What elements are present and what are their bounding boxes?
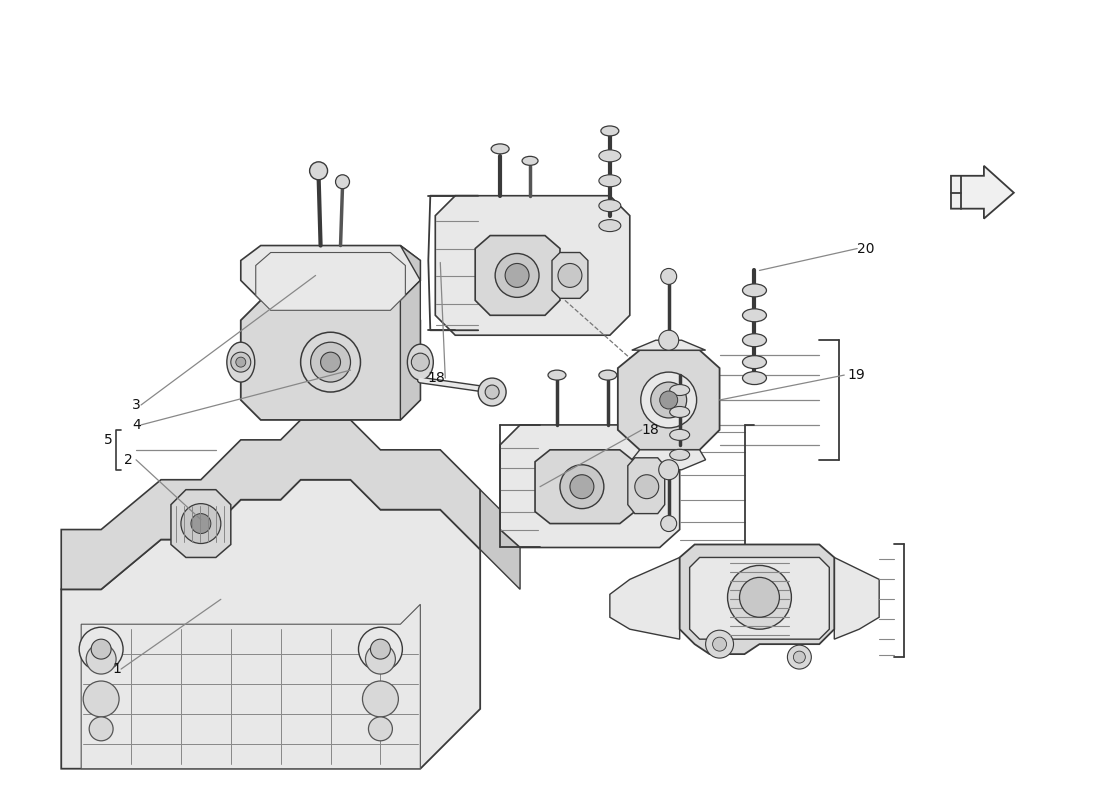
- Circle shape: [368, 717, 393, 741]
- Circle shape: [558, 263, 582, 287]
- Circle shape: [659, 460, 679, 480]
- Polygon shape: [631, 340, 705, 350]
- Text: 19: 19: [847, 368, 865, 382]
- Polygon shape: [170, 490, 231, 558]
- Circle shape: [739, 578, 780, 618]
- Circle shape: [89, 717, 113, 741]
- Circle shape: [485, 385, 499, 399]
- Circle shape: [84, 681, 119, 717]
- Circle shape: [300, 332, 361, 392]
- Circle shape: [235, 357, 245, 367]
- Circle shape: [713, 637, 727, 651]
- Polygon shape: [618, 350, 719, 450]
- Polygon shape: [680, 545, 834, 654]
- Circle shape: [570, 474, 594, 498]
- Polygon shape: [690, 558, 829, 639]
- Circle shape: [661, 269, 676, 285]
- Polygon shape: [241, 300, 420, 420]
- Polygon shape: [241, 246, 420, 300]
- Ellipse shape: [598, 200, 620, 212]
- Circle shape: [635, 474, 659, 498]
- Circle shape: [560, 465, 604, 509]
- Circle shape: [793, 651, 805, 663]
- Polygon shape: [500, 425, 680, 547]
- Circle shape: [651, 382, 686, 418]
- Circle shape: [79, 627, 123, 671]
- Circle shape: [505, 263, 529, 287]
- Ellipse shape: [670, 430, 690, 440]
- Circle shape: [336, 174, 350, 189]
- Circle shape: [310, 342, 351, 382]
- Circle shape: [180, 504, 221, 543]
- Polygon shape: [81, 604, 420, 769]
- Circle shape: [371, 639, 390, 659]
- Ellipse shape: [670, 450, 690, 460]
- Text: 2: 2: [124, 453, 133, 466]
- Circle shape: [495, 254, 539, 298]
- Circle shape: [191, 514, 211, 534]
- Ellipse shape: [601, 126, 619, 136]
- Circle shape: [91, 639, 111, 659]
- Circle shape: [231, 352, 251, 372]
- Circle shape: [320, 352, 341, 372]
- Circle shape: [86, 644, 117, 674]
- Polygon shape: [475, 235, 560, 315]
- Polygon shape: [255, 253, 406, 310]
- Ellipse shape: [742, 284, 767, 297]
- Text: 18: 18: [641, 423, 660, 437]
- Ellipse shape: [742, 309, 767, 322]
- Polygon shape: [481, 490, 520, 590]
- Polygon shape: [62, 480, 481, 769]
- Polygon shape: [631, 450, 705, 470]
- Circle shape: [478, 378, 506, 406]
- Polygon shape: [436, 196, 630, 335]
- Ellipse shape: [598, 220, 620, 231]
- Text: 20: 20: [857, 242, 874, 255]
- Polygon shape: [952, 166, 1014, 218]
- Text: 3: 3: [132, 398, 141, 412]
- Polygon shape: [834, 558, 879, 639]
- Circle shape: [359, 627, 403, 671]
- Polygon shape: [62, 420, 481, 590]
- Ellipse shape: [598, 174, 620, 186]
- Ellipse shape: [742, 356, 767, 369]
- Ellipse shape: [670, 385, 690, 395]
- Circle shape: [788, 645, 812, 669]
- Ellipse shape: [742, 371, 767, 385]
- Ellipse shape: [548, 370, 566, 380]
- Polygon shape: [552, 253, 587, 298]
- Ellipse shape: [742, 334, 767, 346]
- Text: 1: 1: [112, 662, 121, 676]
- Circle shape: [641, 372, 696, 428]
- Ellipse shape: [227, 342, 255, 382]
- Circle shape: [659, 330, 679, 350]
- Ellipse shape: [670, 406, 690, 418]
- Circle shape: [363, 681, 398, 717]
- Circle shape: [727, 566, 791, 630]
- Circle shape: [411, 353, 429, 371]
- Ellipse shape: [407, 344, 433, 380]
- Polygon shape: [609, 558, 680, 639]
- Ellipse shape: [491, 144, 509, 154]
- Circle shape: [705, 630, 734, 658]
- Polygon shape: [628, 458, 664, 514]
- Text: 5: 5: [104, 433, 113, 447]
- Ellipse shape: [522, 156, 538, 166]
- Polygon shape: [400, 246, 420, 420]
- Polygon shape: [535, 450, 635, 523]
- Text: 18: 18: [428, 371, 446, 385]
- Circle shape: [661, 515, 676, 531]
- Circle shape: [309, 162, 328, 180]
- Circle shape: [365, 644, 395, 674]
- Ellipse shape: [598, 370, 617, 380]
- Text: 4: 4: [132, 418, 141, 432]
- Ellipse shape: [598, 150, 620, 162]
- Circle shape: [660, 391, 678, 409]
